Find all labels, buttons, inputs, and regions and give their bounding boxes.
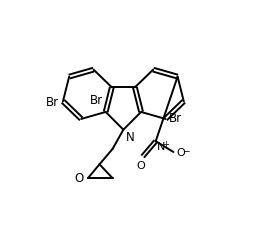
- Text: O: O: [75, 172, 84, 185]
- Text: O: O: [136, 161, 145, 171]
- Text: N: N: [125, 131, 134, 144]
- Text: N: N: [157, 142, 165, 152]
- Text: Br: Br: [168, 112, 181, 126]
- Text: Br: Br: [90, 94, 103, 106]
- Text: −: −: [181, 146, 189, 155]
- Text: +: +: [161, 141, 168, 149]
- Text: Br: Br: [46, 96, 59, 109]
- Text: O: O: [176, 148, 184, 158]
